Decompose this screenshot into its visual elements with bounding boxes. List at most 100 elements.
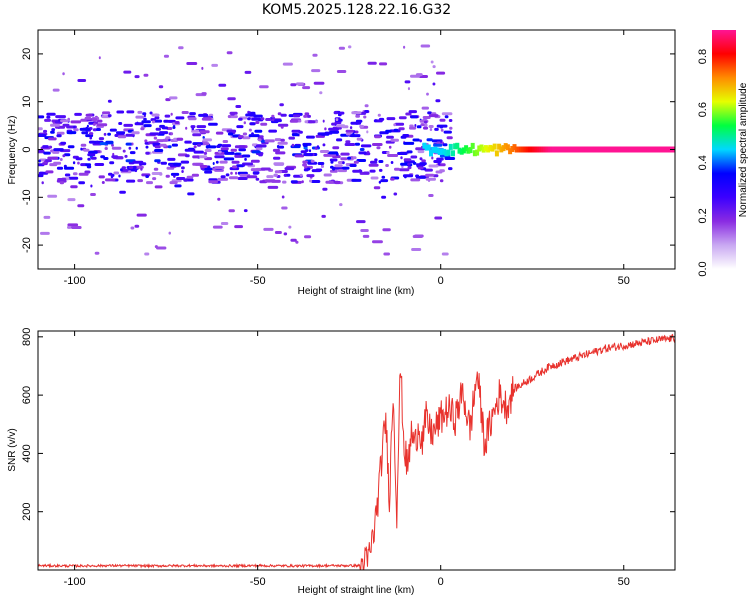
heatmap-carrier-cell: [472, 150, 477, 157]
heatmap-cell: [126, 110, 135, 114]
heatmap-cell: [410, 74, 421, 78]
heatmap-cell: [173, 162, 182, 166]
heatmap-carrier-cell: [483, 145, 488, 152]
heatmap-carrier-cell: [497, 143, 502, 150]
heatmap-cell: [185, 126, 188, 130]
heatmap-cell: [425, 177, 436, 181]
heatmap-cell: [419, 162, 427, 166]
heatmap-cell: [244, 157, 247, 161]
heatmap-cell: [144, 139, 148, 143]
heatmap-cell: [95, 128, 101, 131]
heatmap-cell: [402, 174, 414, 178]
heatmap-cell: [303, 114, 308, 118]
heatmap-cell: [121, 166, 126, 170]
heatmap-cell: [385, 164, 389, 167]
snr-y-axis-label: SNR (v/v): [7, 428, 18, 471]
heatmap-cell: [234, 145, 246, 149]
heatmap-cell: [53, 148, 64, 152]
heatmap-cell: [379, 62, 388, 66]
heatmap-cell: [134, 169, 138, 173]
heatmap-cell: [242, 163, 246, 167]
heatmap-cell: [274, 138, 282, 142]
heatmap-carrier-cell: [466, 147, 471, 154]
heatmap-cell: [339, 203, 343, 207]
heatmap-cell: [47, 194, 58, 198]
heatmap-cell: [383, 252, 390, 256]
heatmap-cell: [309, 179, 313, 183]
heatmap-cell: [84, 116, 92, 120]
heatmap-cell: [119, 190, 126, 194]
heatmap-carrier-cell: [530, 146, 534, 153]
heatmap-cell: [125, 142, 133, 146]
heatmap-cell: [360, 229, 369, 232]
heatmap-cell: [94, 163, 105, 166]
heatmap-cell: [435, 99, 441, 103]
heatmap-cell: [143, 73, 149, 77]
heatmap-cell: [105, 140, 114, 144]
heatmap-carrier-cell: [624, 146, 629, 153]
heatmap-cell: [92, 122, 96, 126]
heatmap-carrier-cell: [646, 146, 651, 153]
heatmap-cell: [181, 166, 185, 170]
heatmap-cell: [436, 71, 446, 75]
heatmap-cell: [449, 126, 453, 130]
heatmap-cell: [298, 130, 303, 134]
heatmap-cell: [319, 91, 323, 95]
heatmap-cell: [336, 70, 347, 73]
heatmap-cell: [87, 157, 91, 161]
heatmap-cell: [53, 161, 62, 165]
heatmap-cell: [177, 153, 188, 157]
heatmap-cell: [377, 113, 381, 117]
heatmap-cell: [170, 132, 174, 136]
heatmap-cell: [116, 110, 125, 114]
heatmap-cell: [245, 113, 256, 117]
heatmap-carrier-cell: [567, 146, 572, 153]
heatmap-cell: [159, 172, 163, 176]
heatmap-carrier-cell: [552, 146, 556, 153]
heatmap-carrier-cell: [512, 144, 517, 151]
heatmap-cell: [386, 151, 390, 155]
heatmap-cell: [38, 174, 44, 178]
spectrogram-y-axis-label: Frequency (Hz): [7, 116, 18, 185]
spectrogram-y-tick-label: -10: [21, 189, 33, 205]
heatmap-cell: [189, 112, 196, 116]
heatmap-cell: [199, 165, 208, 168]
heatmap-cell: [56, 131, 65, 135]
heatmap-carrier-cell: [422, 142, 427, 149]
heatmap-cell: [244, 70, 252, 74]
heatmap-cell: [47, 156, 59, 160]
snr-x-tick-label: 50: [618, 576, 630, 588]
heatmap-cell: [72, 172, 78, 176]
heatmap-cell: [73, 125, 76, 129]
heatmap-cell: [311, 69, 321, 73]
heatmap-cell: [78, 172, 89, 176]
heatmap-carrier-cell: [431, 146, 436, 153]
heatmap-cell: [104, 147, 108, 150]
heatmap-cell: [85, 163, 92, 167]
heatmap-cell: [354, 130, 359, 134]
heatmap-cell: [378, 180, 382, 184]
heatmap-cell: [385, 129, 392, 133]
heatmap-cell: [55, 115, 66, 119]
heatmap-cell: [421, 106, 429, 110]
heatmap-cell: [101, 181, 105, 184]
heatmap-cell: [242, 132, 248, 136]
heatmap-cell: [112, 152, 115, 156]
heatmap-cell: [295, 82, 304, 86]
heatmap-carrier-cell: [534, 146, 539, 153]
heatmap-carrier-cell: [503, 143, 508, 150]
heatmap-cell: [325, 180, 334, 184]
heatmap-cell: [146, 181, 153, 185]
heatmap-carrier-cell: [532, 146, 537, 153]
snr-series-line: [38, 333, 675, 570]
heatmap-cell: [419, 157, 423, 161]
heatmap-cell: [205, 145, 217, 149]
heatmap-cell: [170, 112, 173, 116]
heatmap-cell: [165, 98, 171, 102]
heatmap-cell: [109, 128, 117, 132]
heatmap-carrier-cell: [451, 150, 455, 157]
heatmap-cell: [212, 162, 215, 165]
heatmap-cell: [108, 172, 113, 176]
heatmap-cell: [352, 169, 363, 173]
heatmap-carrier-cell: [558, 146, 563, 153]
